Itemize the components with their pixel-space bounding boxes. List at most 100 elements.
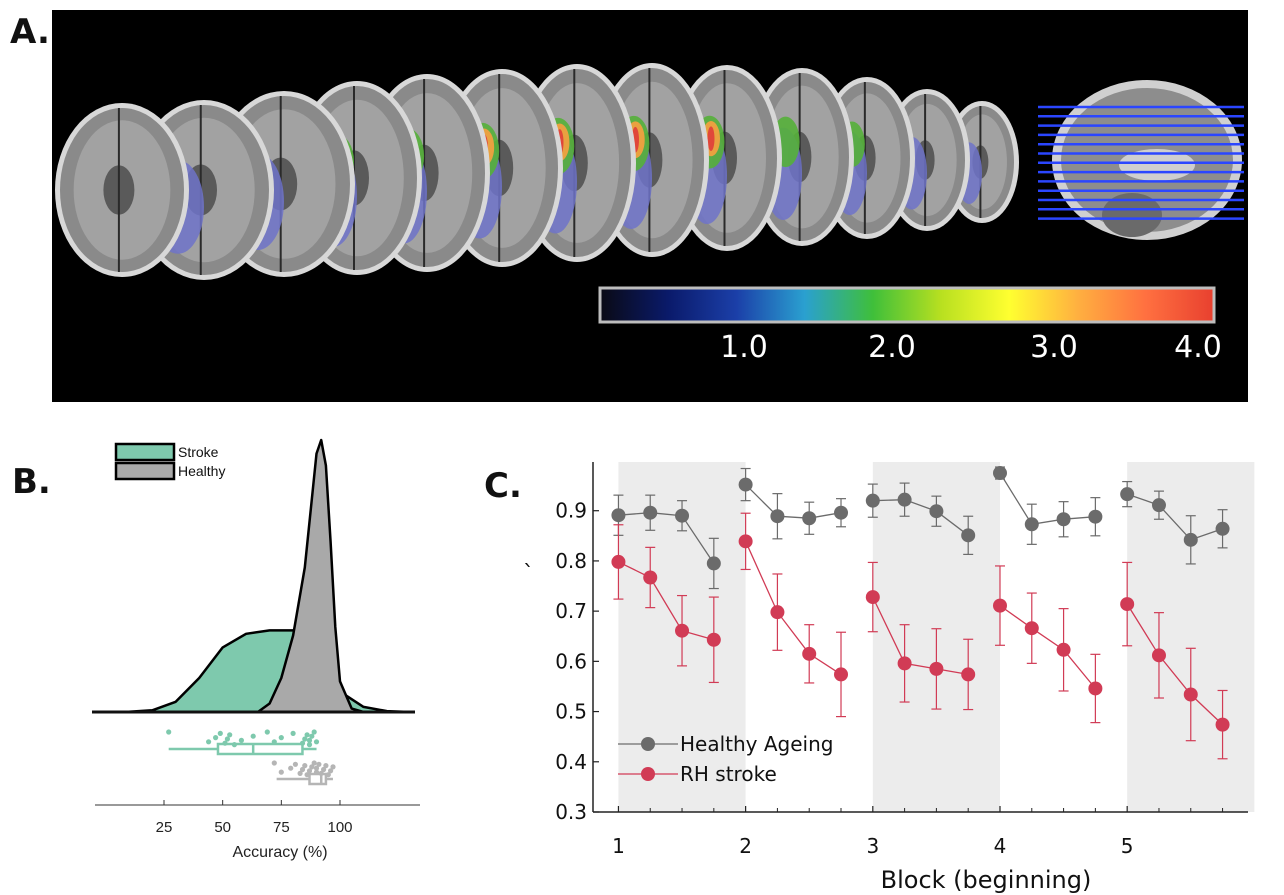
x-axis-label: Block (beginning) — [881, 866, 1092, 894]
series-rh-stroke — [611, 512, 1230, 760]
data-point — [1183, 687, 1198, 702]
y-tick-label: 0.9 — [555, 499, 587, 523]
legend-marker-healthy — [641, 737, 655, 751]
legend-label-stroke: Stroke — [178, 444, 219, 460]
series-line — [999, 472, 1096, 526]
data-point — [738, 477, 753, 492]
data-point — [992, 598, 1007, 613]
data-point — [1120, 597, 1135, 612]
sagittal-brain-view — [1038, 70, 1246, 290]
lesion-overlap-peak — [707, 126, 715, 151]
data-point — [834, 667, 849, 682]
data-point — [675, 508, 690, 523]
panel-label-b: B. — [12, 462, 51, 502]
x-tick-label: 25 — [156, 819, 173, 836]
raw-data-point — [306, 737, 313, 743]
raw-data-point — [290, 730, 296, 736]
raw-data-point — [278, 769, 284, 775]
colorbar-tick: 4.0 — [1174, 330, 1222, 365]
raw-data-point — [311, 729, 317, 735]
legend-swatch-healthy — [114, 461, 176, 481]
x-tick-label: 1 — [612, 834, 625, 858]
raw-data-point — [306, 768, 313, 774]
raw-data-point — [271, 760, 277, 766]
raw-data-point — [288, 765, 294, 771]
lesion-overlap-figure: 1.0 2.0 3.0 4.0 — [55, 63, 1246, 365]
raw-data-point — [299, 766, 306, 773]
series-line — [872, 499, 969, 536]
data-point — [1151, 648, 1166, 663]
raw-data-point — [306, 742, 313, 748]
data-point — [802, 646, 817, 661]
x-tick-label: 100 — [327, 819, 352, 836]
colorbar-tick: 2.0 — [868, 330, 916, 365]
data-point — [738, 534, 753, 549]
x-tick-label: 3 — [866, 834, 879, 858]
legend-label-healthy: Healthy — [178, 463, 225, 479]
raw-data-point — [330, 764, 336, 770]
data-point — [865, 590, 880, 605]
block-accuracy-chart: 0.3 0.4 0.5 0.6 0.7 0.8 0.9 1 2 3 4 5 ` Healthy Ag… — [523, 462, 1255, 894]
y-tick-label: 0.8 — [555, 549, 587, 573]
raw-data-point — [328, 768, 334, 774]
y-tick-label: 0.4 — [555, 750, 587, 774]
legend-swatch-stroke — [114, 442, 176, 462]
data-point — [1024, 517, 1039, 532]
colorbar-tick: 3.0 — [1030, 330, 1078, 365]
data-point — [706, 632, 721, 647]
data-point — [802, 511, 817, 526]
series-line — [618, 561, 714, 641]
raw-data-point — [316, 761, 322, 767]
series-line — [618, 512, 715, 564]
colorbar-tick: 1.0 — [720, 330, 768, 365]
raw-data-point — [224, 736, 230, 742]
raw-data-point — [206, 739, 212, 745]
series-line — [1126, 603, 1224, 726]
data-point — [1056, 512, 1071, 527]
density-healthy — [104, 438, 412, 714]
data-point — [611, 554, 626, 569]
brainstem — [1102, 193, 1162, 237]
data-point — [929, 661, 944, 676]
raw-data-point — [264, 729, 270, 735]
raw-data-point — [227, 732, 233, 738]
series-line — [999, 605, 1096, 689]
legend: Stroke Healthy — [114, 442, 225, 481]
series-healthy-ageing — [611, 466, 1230, 590]
series-line — [1126, 493, 1223, 541]
data-point — [675, 623, 690, 638]
x-tick-label: 50 — [214, 819, 231, 836]
raw-data-point — [217, 730, 223, 736]
data-point — [1151, 498, 1166, 513]
colorbar-gradient — [598, 286, 1216, 324]
series-line — [745, 484, 842, 519]
data-point — [1215, 521, 1230, 536]
shaded-block — [1127, 462, 1255, 812]
raw-data-point — [309, 764, 315, 770]
data-point — [1215, 717, 1230, 732]
data-point — [770, 605, 785, 620]
panel-label-a: A. — [10, 12, 50, 52]
raw-data-point — [213, 735, 219, 741]
raw-data-point — [313, 765, 320, 771]
raw-data-point — [292, 761, 298, 767]
data-point — [834, 505, 849, 520]
raw-data-point — [311, 760, 317, 766]
x-tick-label: 4 — [994, 834, 1007, 858]
box — [308, 772, 328, 786]
x-axis-label: Accuracy (%) — [232, 844, 327, 861]
data-point — [897, 656, 912, 671]
x-tick-label: 5 — [1121, 834, 1134, 858]
legend-label-healthy-ageing: Healthy Ageing — [680, 732, 833, 756]
y-tick-label: 0.5 — [555, 700, 587, 724]
raw-data-point — [302, 763, 308, 769]
raw-data-point — [323, 763, 329, 769]
data-point — [643, 505, 658, 520]
raw-data-point — [278, 735, 284, 741]
data-point — [1056, 642, 1071, 657]
legend-label-rh-stroke: RH stroke — [680, 762, 777, 786]
raw-data-point — [166, 729, 172, 735]
brain-overlap-panel: 1.0 2.0 3.0 4.0 — [52, 10, 1248, 402]
data-point — [961, 528, 976, 543]
data-point — [865, 493, 880, 508]
